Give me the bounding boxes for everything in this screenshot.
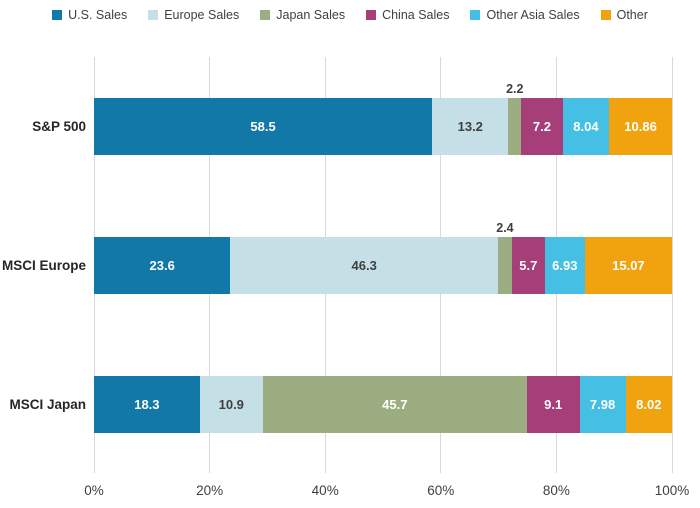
legend-item: Europe Sales [148, 8, 239, 22]
legend-swatch-icon [470, 10, 481, 20]
bar-value-label: 23.6 [149, 258, 175, 273]
bar-segment [508, 98, 522, 155]
legend-label: China Sales [382, 8, 450, 22]
bar-segment: 10.86 [609, 98, 672, 155]
category-label: S&P 500 [32, 119, 86, 134]
bar-segment: 7.2 [521, 98, 563, 155]
legend: U.S. Sales Europe Sales Japan Sales China S… [0, 8, 700, 22]
legend-swatch-icon [260, 10, 271, 20]
bar-segment: 9.1 [526, 376, 580, 433]
y-axis-category-labels: S&P 500 MSCI Europe MSCI Japan [0, 57, 86, 473]
bar-segment: 46.3 [230, 237, 499, 294]
bar-value-label: 58.5 [250, 119, 276, 134]
bar-segment: 5.7 [511, 237, 545, 294]
legend-swatch-icon [52, 10, 63, 20]
grid-line [671, 57, 673, 473]
bar-value-label: 18.3 [134, 397, 160, 412]
legend-label: U.S. Sales [68, 8, 128, 22]
legend-label: Japan Sales [276, 8, 346, 22]
legend-item: U.S. Sales [52, 8, 127, 22]
legend-item: China Sales [366, 8, 449, 22]
legend-swatch-icon [366, 10, 377, 20]
legend-label: Other Asia Sales [486, 8, 580, 22]
bar-segment: 15.07 [584, 237, 672, 294]
x-tick-label: 60% [427, 483, 455, 498]
bar-value-label: 10.9 [218, 397, 244, 412]
bar-value-label: 8.02 [636, 397, 662, 412]
legend-swatch-icon [600, 10, 611, 20]
legend-item: Other Asia Sales [470, 8, 580, 22]
x-tick-label: 40% [311, 483, 339, 498]
legend-label: Other [616, 8, 648, 22]
bar-value-label: 5.7 [519, 258, 538, 273]
x-tick-label: 20% [196, 483, 224, 498]
bar-value-label-outside: 2.4 [496, 221, 514, 235]
x-tick-label: 0% [84, 483, 104, 498]
bar-row: 23.6 46.3 2.4 5.7 6.93 15.07 [94, 221, 672, 294]
bar-value-label: 7.2 [532, 119, 551, 134]
bar-value-label: 46.3 [351, 258, 377, 273]
bar-segment: 6.93 [544, 237, 585, 294]
bar-segment: 10.9 [199, 376, 263, 433]
bar-segment: 58.5 [94, 98, 433, 155]
bar-segment: 8.02 [625, 376, 672, 433]
bar-segment [498, 237, 512, 294]
bar-segment: 8.04 [562, 98, 610, 155]
legend-item: Japan Sales [260, 8, 345, 22]
x-tick-label: 80% [542, 483, 570, 498]
legend-label: Europe Sales [164, 8, 240, 22]
bar-segment: 13.2 [432, 98, 509, 155]
bar-segment: 23.6 [94, 237, 231, 294]
category-label: MSCI Japan [9, 397, 86, 412]
bar-value-label: 15.07 [612, 258, 645, 273]
bar-row: 58.5 13.2 2.2 7.2 8.04 10.86 [94, 82, 672, 155]
bar-segment: 45.7 [262, 376, 527, 433]
bar-value-label: 45.7 [382, 397, 408, 412]
x-tick-label: 100% [654, 483, 690, 498]
x-axis: 0% 20% 40% 60% 80% 100% [84, 473, 689, 503]
bar-value-label: 8.04 [573, 119, 599, 134]
bar-value-label-outside: 2.2 [506, 82, 524, 96]
bar-value-label: 13.2 [457, 119, 483, 134]
plot-area: 58.5 13.2 2.2 7.2 8.04 10.86 23.6 46.3 2.4 5.7 6.9… [93, 57, 673, 473]
bar-segment: 18.3 [94, 376, 200, 433]
bar-value-label: 9.1 [544, 397, 563, 412]
bar-value-label: 6.93 [552, 258, 578, 273]
legend-swatch-icon [148, 10, 159, 20]
bar-value-label: 7.98 [589, 397, 616, 412]
bar-value-label: 10.86 [624, 119, 657, 134]
bar-row: 18.3 10.9 45.7 9.1 7.98 8.02 [94, 376, 672, 433]
category-label: MSCI Europe [1, 258, 86, 273]
bar-segment: 7.98 [579, 376, 626, 433]
legend-item: Other [600, 8, 648, 22]
